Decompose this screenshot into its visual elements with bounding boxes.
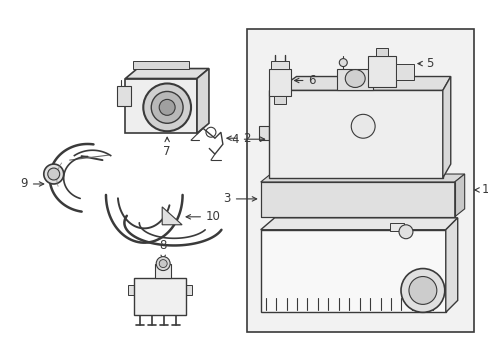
Text: 10: 10 (186, 210, 221, 223)
Polygon shape (197, 68, 208, 133)
Ellipse shape (339, 59, 346, 67)
Polygon shape (162, 207, 182, 225)
Ellipse shape (159, 260, 167, 267)
Text: 2: 2 (226, 132, 250, 145)
Bar (268, 90, 442, 178)
Text: 7: 7 (163, 137, 171, 158)
Bar (125, 78, 197, 133)
Ellipse shape (151, 91, 183, 123)
Ellipse shape (400, 269, 444, 312)
Bar (128, 285, 134, 296)
Bar (337, 68, 372, 90)
Bar (273, 96, 285, 104)
Text: 4: 4 (231, 133, 264, 146)
Bar (395, 64, 413, 80)
Ellipse shape (350, 114, 374, 138)
Bar (260, 230, 445, 312)
Text: 8: 8 (159, 239, 166, 260)
Ellipse shape (345, 69, 365, 87)
Text: 5: 5 (417, 57, 432, 70)
Polygon shape (260, 174, 464, 182)
Bar (367, 56, 395, 87)
Text: 6: 6 (294, 74, 315, 87)
Bar (260, 182, 454, 217)
Polygon shape (442, 77, 450, 178)
Bar (260, 182, 454, 217)
Bar (268, 68, 290, 96)
Ellipse shape (156, 257, 170, 271)
Text: 1: 1 (474, 184, 488, 197)
Ellipse shape (398, 225, 412, 239)
Polygon shape (445, 218, 457, 312)
Polygon shape (454, 174, 464, 217)
Bar (389, 223, 403, 231)
Ellipse shape (44, 164, 63, 184)
Polygon shape (125, 68, 208, 78)
Bar (155, 264, 171, 278)
Bar (375, 48, 387, 56)
Bar (270, 60, 288, 68)
Polygon shape (260, 218, 457, 230)
Polygon shape (276, 77, 450, 90)
Bar (133, 60, 189, 68)
Bar (117, 86, 131, 106)
Ellipse shape (48, 168, 60, 180)
Ellipse shape (143, 84, 191, 131)
Text: 3: 3 (223, 192, 256, 206)
Bar (258, 126, 268, 140)
Bar (186, 285, 192, 296)
Bar (246, 29, 473, 332)
Text: 9: 9 (20, 177, 43, 190)
Ellipse shape (408, 276, 436, 304)
Ellipse shape (159, 99, 175, 115)
Bar (134, 278, 186, 315)
